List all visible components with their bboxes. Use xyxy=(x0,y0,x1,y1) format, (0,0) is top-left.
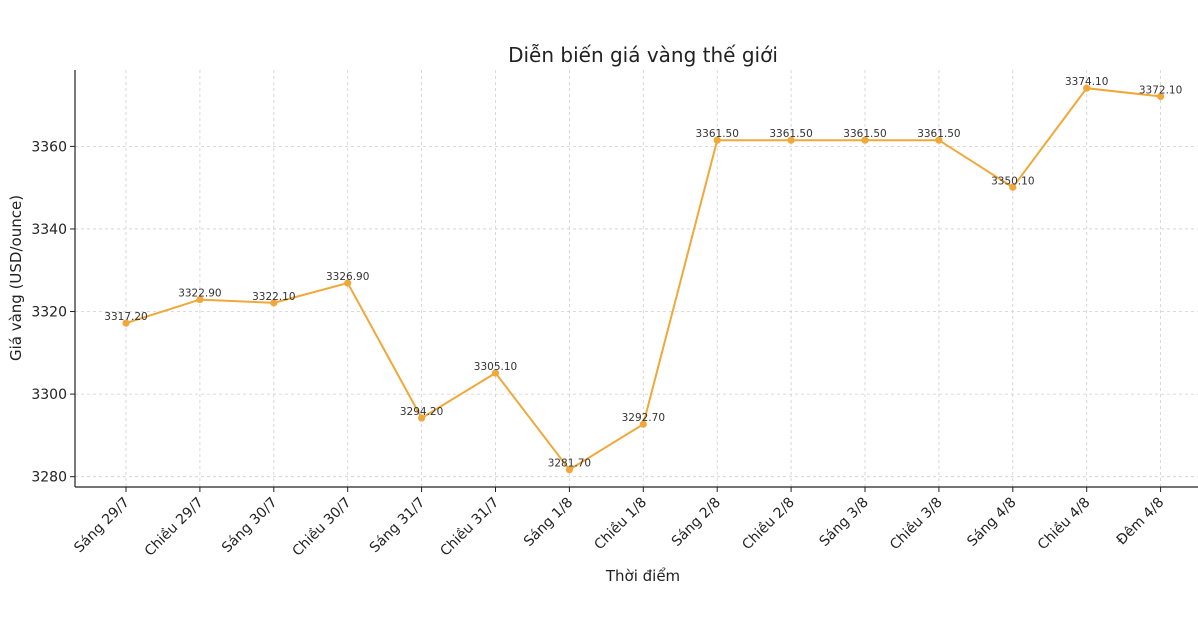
data-label: 3372.10 xyxy=(1139,84,1182,96)
data-label: 3322.90 xyxy=(178,288,221,300)
data-label: 3350.10 xyxy=(991,175,1034,187)
data-label: 3322.10 xyxy=(252,291,295,303)
data-point xyxy=(196,295,204,304)
data-point xyxy=(935,136,943,144)
x-tick-label: Sáng 2/8 xyxy=(669,495,724,550)
y-tick-label: 3300 xyxy=(31,387,67,403)
data-point xyxy=(270,299,278,307)
data-label: 3361.50 xyxy=(843,128,886,140)
data-point xyxy=(491,369,500,377)
x-tick-labels: Sáng 29/7 Chiều 29/7 Sáng 30/7 Chiều 30/7 Sá… xyxy=(71,494,1167,560)
data-label: 3361.50 xyxy=(769,128,812,140)
x-tick-label: Sáng 30/7 xyxy=(219,495,281,557)
x-tick-label: Chiều 3/8 xyxy=(886,494,945,553)
x-axis-label: Thời điểm xyxy=(605,567,680,585)
x-tick-label: Sáng 1/8 xyxy=(521,495,576,550)
data-label: 3294.20 xyxy=(400,406,443,418)
data-label: 3292.70 xyxy=(622,412,665,424)
data-point xyxy=(861,136,869,144)
x-tick-label: Đêm 4/8 xyxy=(1114,495,1168,549)
data-point xyxy=(787,136,795,144)
data-label: 3317.20 xyxy=(104,311,147,323)
x-tick-label: Sáng 29/7 xyxy=(71,495,133,557)
data-label: 3281.70 xyxy=(548,458,591,470)
x-tick-label: Sáng 3/8 xyxy=(817,495,872,550)
data-label: 3361.50 xyxy=(917,128,960,140)
data-point xyxy=(122,319,130,327)
data-point xyxy=(639,420,647,428)
data-point xyxy=(713,136,721,144)
y-tick-label: 3280 xyxy=(31,470,67,486)
chart-title: Diễn biến giá vàng thế giới xyxy=(508,43,778,67)
x-tick-label: Chiều 30/7 xyxy=(289,494,355,560)
data-point xyxy=(1009,183,1017,191)
data-labels: 3317.20 3322.90 3322.10 3326.90 3294.20 3305.… xyxy=(104,76,1182,469)
axes-layer xyxy=(70,70,1198,492)
y-tick-label: 3360 xyxy=(31,139,67,155)
series-gold-price xyxy=(122,84,1165,474)
data-label: 3305.10 xyxy=(474,361,517,373)
x-tick-label: Sáng 31/7 xyxy=(367,495,429,557)
data-point xyxy=(1083,84,1091,92)
y-axis-label: Giá vàng (USD/ounce) xyxy=(7,195,25,361)
y-tick-labels: 3280 3300 3320 3340 3360 xyxy=(31,139,67,485)
data-label: 3361.50 xyxy=(695,128,738,140)
data-label: 3326.90 xyxy=(326,271,369,283)
x-tick-label: Chiều 29/7 xyxy=(141,494,207,560)
grid-layer xyxy=(75,70,1198,487)
x-tick-label: Chiều 4/8 xyxy=(1034,494,1093,553)
y-tick-label: 3320 xyxy=(31,305,67,321)
data-point xyxy=(418,414,426,422)
x-tick-label: Sáng 4/8 xyxy=(964,495,1019,550)
data-point xyxy=(344,279,352,287)
data-label: 3374.10 xyxy=(1065,76,1108,88)
y-tick-label: 3340 xyxy=(31,222,67,238)
x-tick-label: Chiều 1/8 xyxy=(591,494,650,553)
data-point xyxy=(565,466,574,474)
data-point xyxy=(1157,92,1165,101)
x-tick-label: Chiều 2/8 xyxy=(739,494,798,553)
x-tick-label: Chiều 31/7 xyxy=(437,494,503,560)
